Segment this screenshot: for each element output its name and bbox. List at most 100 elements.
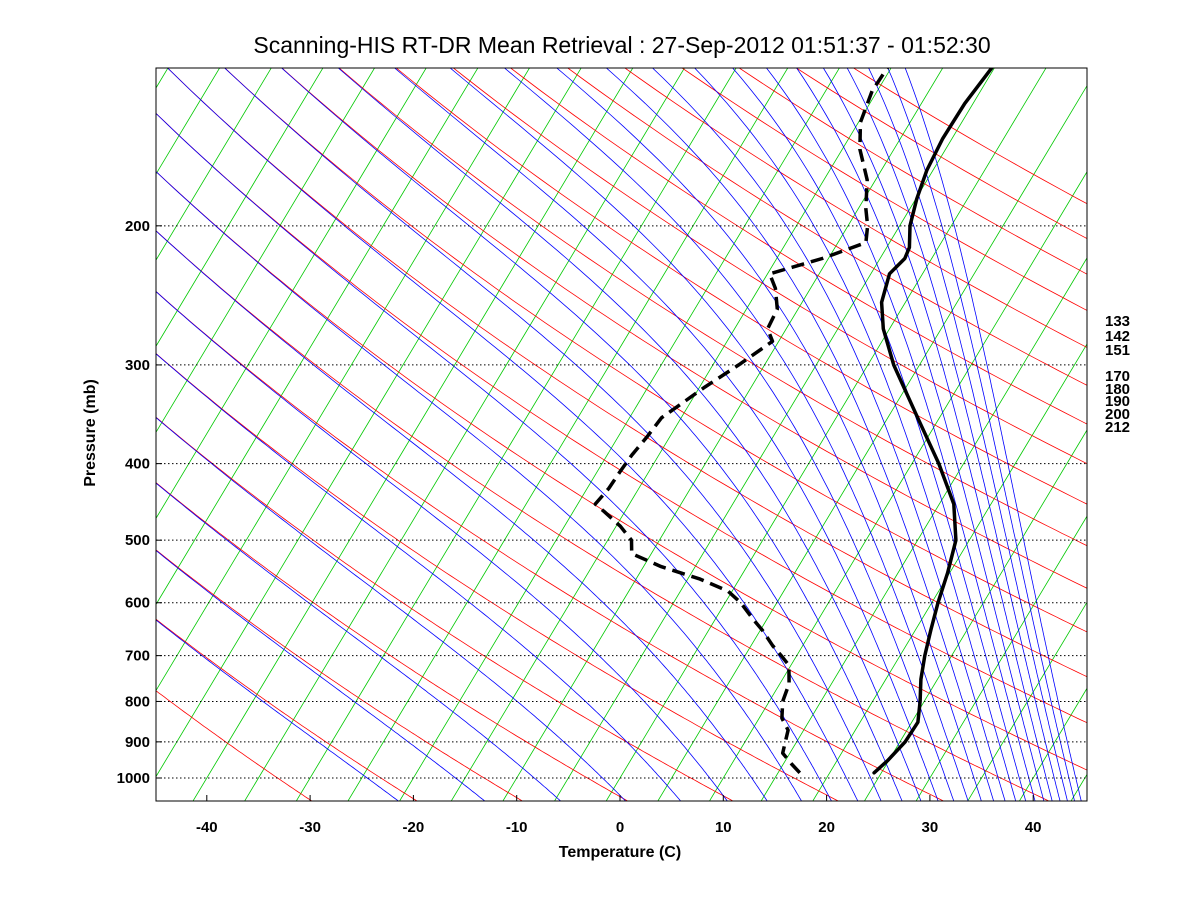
dry-adiabat-line	[395, 68, 1087, 505]
isotherm-line	[605, 68, 1047, 801]
isotherm-line	[0, 0, 353, 811]
dry-adiabat-line	[156, 112, 1087, 724]
x-tick-label: 40	[1025, 819, 1042, 836]
y-axis-label: Pressure (mb)	[82, 379, 99, 487]
moist-adiabat-line	[449, 68, 955, 801]
dry-adiabat-line	[224, 68, 1087, 633]
isotherm-line	[156, 68, 479, 606]
moist-adiabat-line	[156, 112, 832, 801]
dry-adiabat-line	[156, 290, 945, 801]
moist-adiabat-line	[868, 68, 1068, 801]
moist-adiabat-line	[765, 68, 1036, 801]
x-axis-ticks: -40 -30 -20 -10 0 10 20 30 40	[196, 795, 1042, 836]
isotherm-line	[156, 68, 376, 434]
y-tick-label: 800	[125, 693, 150, 710]
isotherm-line	[554, 68, 995, 801]
moist-adiabat-line	[156, 171, 802, 801]
moist-adiabat-line	[651, 68, 1006, 801]
isotherm-line	[156, 68, 530, 692]
isotherm-line	[192, 68, 634, 801]
y-tick-label: 500	[125, 532, 150, 549]
isotherm-line	[0, 0, 95, 811]
isotherm-line	[0, 0, 146, 811]
dry-adiabat-line	[156, 170, 1087, 771]
y-tick-label: 1000	[117, 770, 150, 787]
y-tick-label: 700	[125, 648, 150, 665]
y-tick-label: 600	[125, 595, 150, 612]
y-tick-label: 900	[125, 734, 150, 751]
x-tick-label: -30	[299, 819, 321, 836]
y-tick-label: 300	[125, 357, 150, 374]
moist-adiabat-line	[503, 68, 969, 801]
x-tick-label: -40	[196, 819, 218, 836]
moist-adiabat-line	[556, 68, 982, 801]
side-label: 180	[1105, 381, 1130, 398]
dry-adiabat-line	[156, 549, 524, 801]
isotherm-line	[760, 257, 1087, 801]
y-axis-ticks: 5060708090100200300400500600700800900100…	[117, 218, 162, 787]
moist-adiabat-line	[732, 68, 1027, 801]
isotherm-line	[967, 601, 1087, 801]
isotherm-line	[347, 68, 789, 801]
isotherm-line	[863, 429, 1087, 801]
dry-adiabat-line	[281, 68, 1087, 589]
isotherm-line	[244, 68, 685, 801]
side-label: 200	[1105, 406, 1130, 423]
side-label: 212	[1105, 419, 1130, 436]
sounding-series	[593, 68, 994, 775]
dry-adiabat-line	[156, 416, 734, 801]
isotherm-line	[0, 0, 250, 811]
moist-adiabat-line	[694, 68, 1017, 801]
dry-adiabat-line	[167, 68, 1087, 678]
moist-adiabat-line	[156, 550, 486, 801]
moist-adiabat-line	[156, 230, 768, 801]
isotherm-line	[156, 68, 427, 520]
side-label: 133	[1105, 313, 1130, 330]
moist-adiabat-line	[156, 417, 627, 801]
x-tick-label: 10	[715, 819, 732, 836]
dry-adiabat-line	[624, 68, 1087, 348]
moist-adiabat-line	[224, 68, 882, 801]
isotherm-line	[156, 68, 221, 175]
moist-adiabat-line	[167, 68, 859, 801]
isotherm-line	[156, 68, 582, 778]
side-label: 142	[1105, 328, 1130, 345]
moist-adiabat-line	[337, 68, 922, 801]
dry-adiabat-line	[452, 68, 1087, 465]
background-lines	[0, 0, 1087, 811]
moist-adiabat-line	[904, 68, 1082, 801]
temperature-profile-line	[872, 68, 994, 775]
isotherm-line	[657, 84, 1087, 801]
x-tick-label: 0	[616, 819, 624, 836]
moist-adiabat-line	[281, 68, 903, 801]
side-label: 190	[1105, 393, 1130, 410]
dry-adiabat-line	[156, 618, 418, 801]
y-tick-label: 400	[125, 456, 150, 473]
isotherm-line	[399, 68, 840, 801]
dry-adiabat-line	[567, 68, 1087, 386]
dry-adiabat-line	[738, 68, 1087, 275]
x-tick-label: -10	[506, 819, 528, 836]
pressure-gridlines	[156, 225, 1087, 779]
moist-adiabat-line	[156, 619, 400, 801]
x-tick-label: -20	[403, 819, 425, 836]
chart-title: Scanning-HIS RT-DR Mean Retrieval : 27-S…	[253, 32, 990, 58]
moist-adiabat-line	[605, 68, 995, 801]
isotherm-line	[156, 68, 272, 261]
dry-adiabat-line	[681, 68, 1087, 311]
isotherm-line	[450, 68, 892, 801]
x-axis-label: Temperature (C)	[559, 844, 681, 861]
moist-adiabat-line	[796, 68, 1045, 801]
isotherm-line	[915, 515, 1087, 801]
dry-adiabat-line	[156, 690, 313, 801]
moist-adiabat-line	[887, 68, 1075, 801]
isotherm-line	[156, 68, 324, 347]
isotherm-line	[502, 68, 944, 801]
dry-adiabat-line	[156, 353, 840, 801]
y-tick-label: 200	[125, 218, 150, 235]
isotherm-line	[0, 0, 301, 811]
moist-adiabat-line	[156, 482, 562, 801]
moist-adiabat-line	[156, 291, 728, 801]
